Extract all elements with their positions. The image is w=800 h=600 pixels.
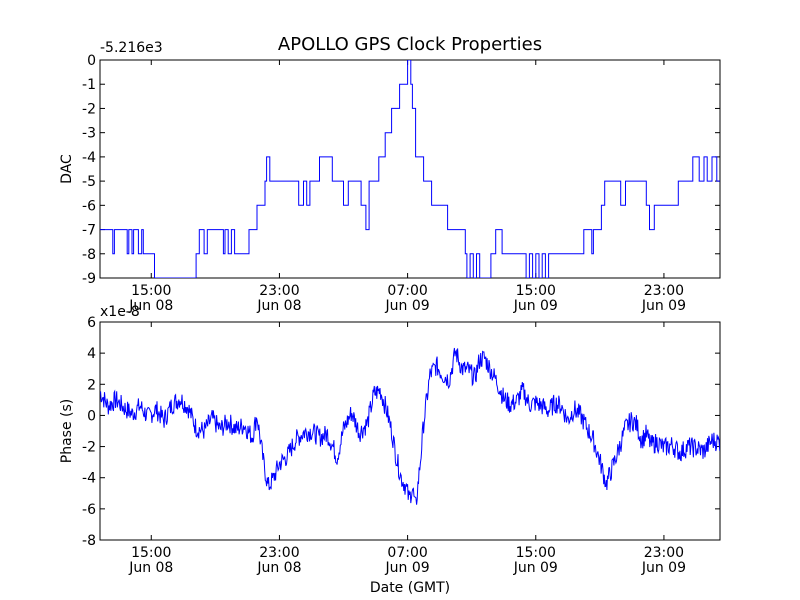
phase-y-tick-label: -2 [82, 440, 96, 456]
phase-y-tick-label: -8 [82, 533, 96, 549]
phase-x-axis-label: Date (GMT) [370, 580, 450, 596]
dac-panel: -5.216e3 DAC 0-1-2-3-4-5-6-7-8-915:00Jun… [59, 40, 721, 314]
phase-x-tick-date: Jun 08 [128, 560, 173, 576]
dac-y-tick-label: -1 [82, 77, 96, 93]
dac-y-tick-label: -5 [82, 174, 96, 190]
phase-y-offset-label: x1e-8 [100, 304, 140, 320]
dac-x-tick-time: 23:00 [644, 283, 684, 299]
dac-x-tick-time: 07:00 [387, 283, 427, 299]
dac-series-line [100, 60, 720, 278]
phase-x-tick-date: Jun 09 [641, 560, 686, 576]
dac-x-tick-date: Jun 09 [385, 298, 430, 314]
phase-y-tick-label: -4 [82, 471, 96, 487]
dac-plot-frame [99, 59, 721, 279]
phase-y-tick-label: 2 [87, 377, 96, 393]
phase-x-tick-time: 07:00 [387, 545, 427, 561]
dac-x-tick-date: Jun 08 [256, 298, 301, 314]
dac-y-tick-label: -6 [82, 198, 96, 214]
dac-x-tick-time: 23:00 [259, 283, 299, 299]
dac-x-tick-time: 15:00 [516, 283, 556, 299]
phase-x-tick-date: Jun 09 [513, 560, 558, 576]
phase-y-tick-label: 0 [87, 408, 96, 424]
dac-x-tick-date: Jun 08 [128, 298, 173, 314]
dac-x-tick-date: Jun 09 [513, 298, 558, 314]
dac-x-tick-time: 15:00 [131, 283, 171, 299]
dac-y-tick-label: -9 [82, 271, 96, 287]
phase-plot-frame [99, 321, 721, 541]
dac-y-tick-label: -2 [82, 101, 96, 117]
dac-y-axis-label: DAC [59, 154, 75, 184]
dac-y-offset-label: -5.216e3 [100, 40, 163, 56]
phase-series-line [100, 347, 720, 505]
phase-y-tick-label: 6 [87, 315, 96, 331]
phase-y-tick-label: 4 [87, 346, 96, 362]
phase-panel: x1e-8 Phase (s) Date (GMT) 6 4 2 0 -2 -4 -6 -8 1… [59, 304, 721, 596]
phase-x-tick-time: 15:00 [516, 545, 556, 561]
phase-x-tick-date: Jun 08 [256, 560, 301, 576]
phase-x-tick-time: 23:00 [644, 545, 684, 561]
figure-title: APOLLO GPS Clock Properties [278, 34, 542, 55]
phase-x-tick-time: 15:00 [131, 545, 171, 561]
dac-x-tick-date: Jun 09 [641, 298, 686, 314]
dac-y-tick-label: -4 [82, 150, 96, 166]
phase-x-tick-time: 23:00 [259, 545, 299, 561]
dac-y-tick-label: -8 [82, 247, 96, 263]
phase-x-tick-date: Jun 09 [385, 560, 430, 576]
dac-y-tick-label: -7 [82, 223, 96, 239]
dac-y-tick-label: -3 [82, 126, 96, 142]
phase-y-tick-label: -6 [82, 502, 96, 518]
dac-y-tick-label: 0 [87, 53, 96, 69]
phase-y-axis-label: Phase (s) [59, 399, 75, 463]
